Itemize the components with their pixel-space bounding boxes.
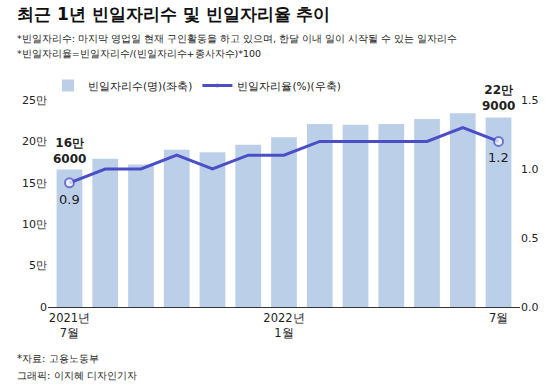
svg-text:25만: 25만 bbox=[22, 94, 47, 107]
svg-text:*빈일자리율=빈일자리수/(빈일자리수+종사자수)*100: *빈일자리율=빈일자리수/(빈일자리수+종사자수)*100 bbox=[17, 48, 261, 59]
svg-text:*자료: 고용노동부: *자료: 고용노동부 bbox=[17, 353, 99, 364]
svg-text:2021년7월: 2021년7월 bbox=[49, 311, 90, 340]
svg-text:그래픽: 이지혜 디자인기자: 그래픽: 이지혜 디자인기자 bbox=[17, 370, 137, 381]
svg-text:5만: 5만 bbox=[29, 259, 47, 272]
svg-text:0.5: 0.5 bbox=[521, 232, 539, 245]
svg-text:20만: 20만 bbox=[22, 135, 47, 148]
svg-text:22만9000: 22만9000 bbox=[482, 83, 515, 113]
svg-text:15만: 15만 bbox=[22, 177, 47, 190]
svg-text:10만: 10만 bbox=[22, 218, 47, 231]
svg-text:1.5: 1.5 bbox=[521, 94, 539, 107]
svg-text:*빈일자리수: 마지막 영업일 현재 구인활동을 하고 있으: *빈일자리수: 마지막 영업일 현재 구인활동을 하고 있으며, 한달 이내 일… bbox=[17, 33, 457, 44]
svg-text:16만6000: 16만6000 bbox=[53, 136, 86, 166]
svg-text:빈일자리수(명)(좌축): 빈일자리수(명)(좌축) bbox=[88, 80, 192, 92]
svg-text:0: 0 bbox=[40, 301, 47, 314]
svg-text:1.2: 1.2 bbox=[488, 150, 509, 165]
svg-text:빈일자리율(%)(우축): 빈일자리율(%)(우축) bbox=[237, 80, 340, 92]
svg-text:최근 1년 빈일자리수 및 빈일자리율 추이: 최근 1년 빈일자리수 및 빈일자리율 추이 bbox=[17, 4, 330, 24]
svg-text:2022년1월: 2022년1월 bbox=[263, 311, 304, 340]
svg-text:0.9: 0.9 bbox=[59, 192, 80, 207]
svg-text:1.0: 1.0 bbox=[521, 163, 539, 176]
svg-text:7월: 7월 bbox=[489, 311, 508, 325]
svg-text:0.0: 0.0 bbox=[521, 301, 539, 314]
